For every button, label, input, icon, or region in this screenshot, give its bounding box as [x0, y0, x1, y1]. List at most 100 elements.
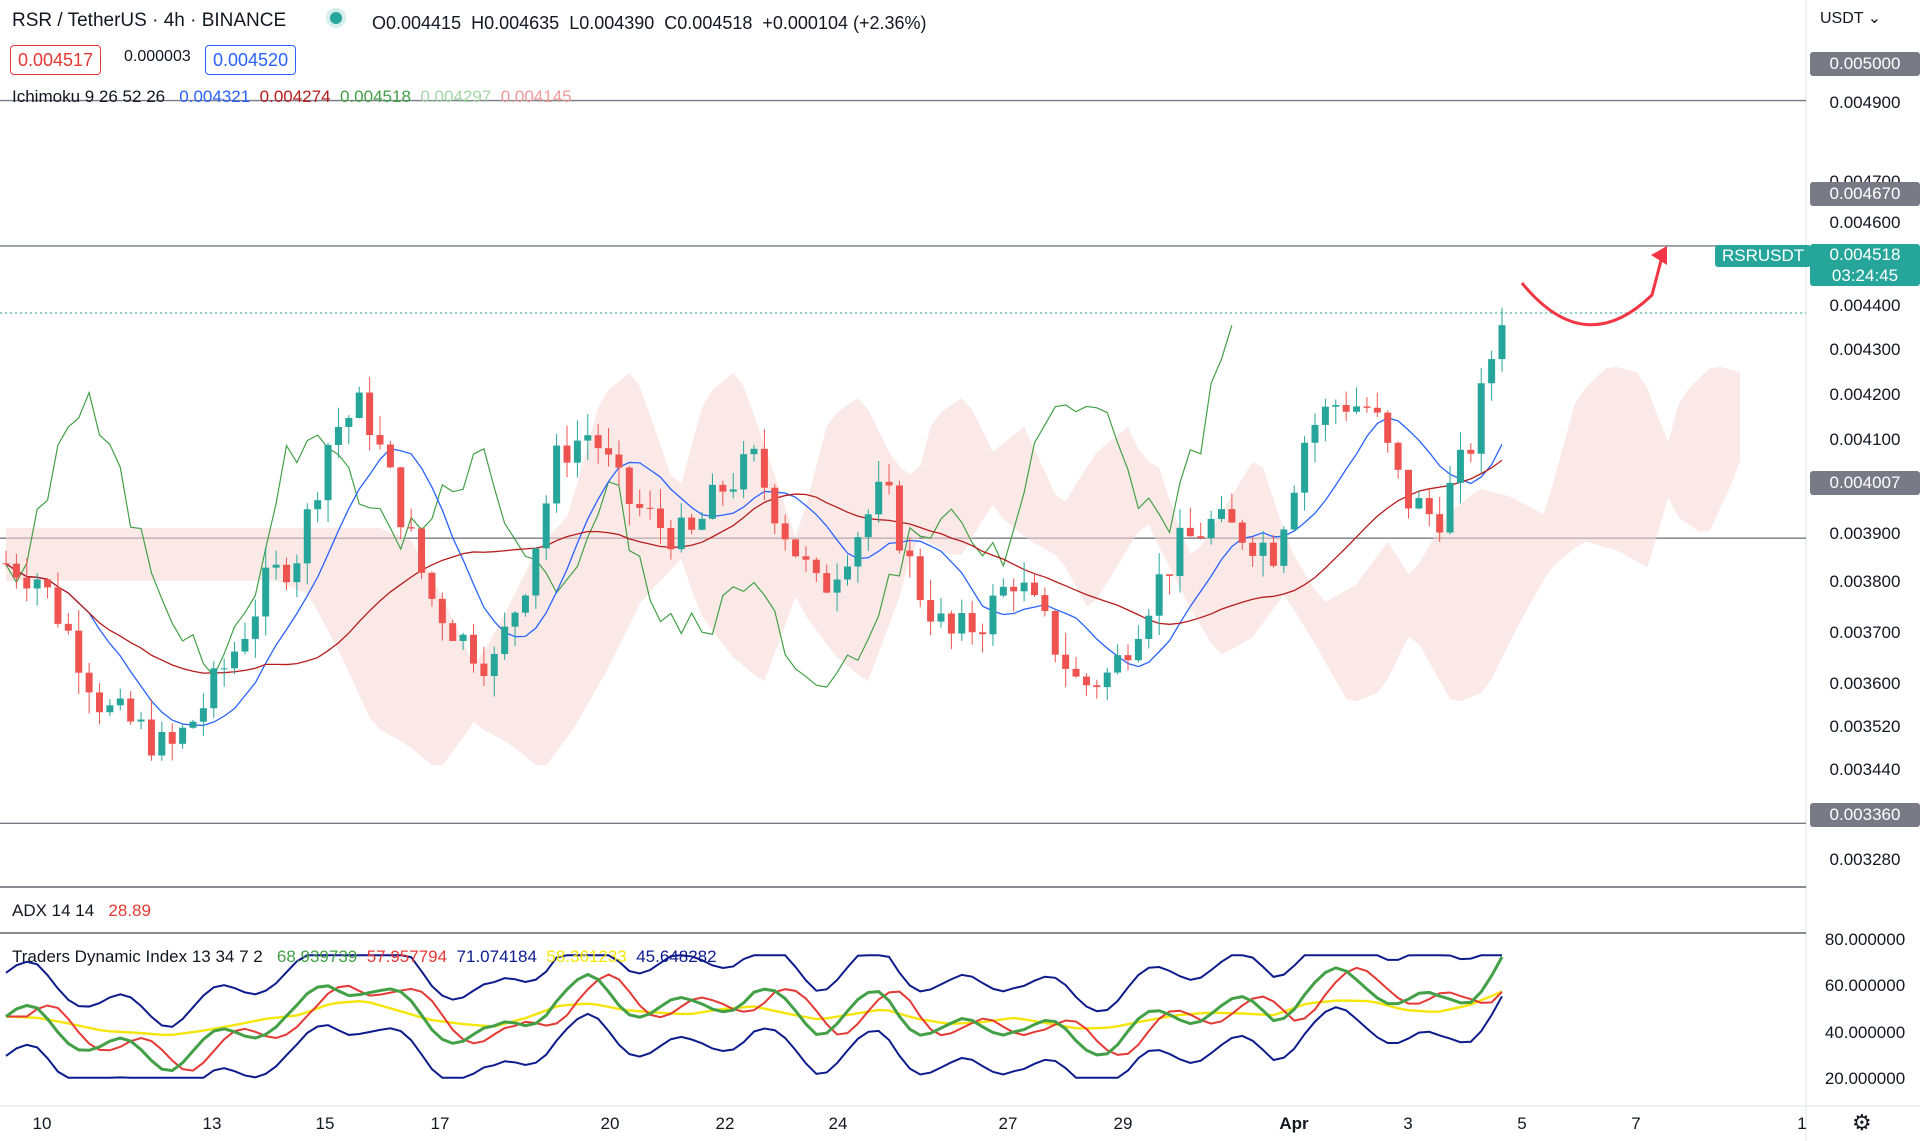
settings-gear-icon[interactable]: ⚙ — [1852, 1110, 1872, 1135]
level-tag[interactable]: 0.005000 — [1810, 52, 1920, 76]
time-label: 3 — [1403, 1114, 1413, 1133]
candle-body — [1041, 595, 1049, 612]
time-label: 24 — [828, 1114, 848, 1133]
candle-body — [864, 514, 872, 538]
time-label: Apr — [1279, 1114, 1309, 1133]
candle-body — [490, 653, 498, 677]
candle-body — [1134, 638, 1142, 661]
candle-body — [875, 481, 883, 515]
candle-body — [470, 634, 477, 664]
open-value: O0.004415 — [372, 13, 462, 33]
candle-body — [1301, 442, 1309, 493]
tdi-axis-label: 80.000000 — [1824, 930, 1906, 949]
candle-body — [719, 484, 727, 492]
time-label: 17 — [430, 1114, 450, 1133]
candle-body — [106, 705, 114, 713]
price-label: 0.004900 — [1829, 93, 1901, 112]
ichimoku-legend[interactable]: Ichimoku 9 26 52 26 0.004321 0.004274 0.… — [12, 87, 572, 107]
candle-body — [1145, 615, 1153, 639]
candle-body — [366, 392, 374, 436]
candle-body — [708, 484, 716, 519]
candle-body — [1124, 655, 1132, 661]
candle-body — [1062, 654, 1070, 669]
symbol-tag[interactable]: RSRUSDT — [1715, 245, 1812, 267]
candle-body — [937, 613, 945, 622]
candle-body — [781, 523, 789, 540]
candle-body — [1114, 655, 1122, 673]
close-value: C0.004518 — [664, 13, 753, 33]
candle-body — [1415, 498, 1423, 509]
candle-body — [158, 732, 166, 756]
candle-body — [1186, 527, 1194, 537]
candle-body — [85, 672, 93, 693]
candle-body — [1384, 412, 1392, 443]
currency-select[interactable]: USDT ⌄ — [1820, 8, 1881, 28]
candle-body — [355, 392, 363, 418]
candle-body — [760, 448, 768, 488]
time-label: 1 — [1797, 1114, 1807, 1133]
candle-body — [999, 586, 1007, 596]
price-label: 0.004400 — [1829, 296, 1901, 315]
candle-body — [480, 663, 488, 677]
candle-body — [1197, 536, 1205, 539]
tdi-signal: 57.957794 — [366, 947, 448, 966]
candle-body — [958, 613, 966, 634]
candle-body — [927, 600, 935, 622]
price-label: 0.003280 — [1829, 850, 1901, 869]
candle-body — [1373, 407, 1381, 413]
candle-body — [792, 539, 800, 557]
candle-body — [563, 445, 571, 463]
price-label: 0.003520 — [1829, 717, 1901, 736]
candle-body — [376, 435, 384, 445]
ask-price[interactable]: 0.004520 — [205, 45, 297, 75]
level-tag[interactable]: 0.004670 — [1810, 182, 1920, 206]
time-label: 10 — [32, 1114, 52, 1133]
candle-body — [1436, 514, 1444, 533]
adx-legend[interactable]: ADX 14 14 28.89 — [12, 901, 151, 921]
ichimoku-label: Ichimoku 9 26 52 26 — [12, 87, 166, 106]
candle-body — [1394, 442, 1402, 470]
candle-body — [885, 481, 893, 486]
low-value: L0.004390 — [569, 13, 655, 33]
candle-body — [189, 721, 197, 728]
candle-body — [1249, 542, 1257, 556]
tdi-legend[interactable]: Traders Dynamic Index 13 34 7 2 68.93973… — [12, 947, 717, 967]
candle-body — [844, 566, 851, 580]
candle-body — [677, 517, 685, 550]
tdi-middle-line — [5, 990, 1503, 1037]
candle-body — [1446, 482, 1454, 533]
price-label: 0.004100 — [1829, 430, 1901, 449]
tdi-axis-label: 40.000000 — [1824, 1023, 1906, 1042]
candle-body — [1259, 542, 1267, 556]
candle-body — [1456, 449, 1464, 483]
bid-price[interactable]: 0.004517 — [10, 45, 102, 75]
candle-body — [1311, 424, 1319, 443]
symbol-title[interactable]: RSR / TetherUS · 4h · BINANCE — [12, 10, 287, 31]
level-tag[interactable]: 0.003360 — [1810, 803, 1920, 827]
candle-body — [1488, 359, 1496, 384]
current-price-tag[interactable]: 0.004518 03:24:45 — [1810, 244, 1920, 286]
price-label: 0.003800 — [1829, 572, 1901, 591]
candle-body — [1072, 668, 1080, 677]
tdi-axis-label: 60.000000 — [1824, 976, 1906, 995]
level-tag[interactable]: 0.004007 — [1810, 471, 1920, 495]
candle-body — [210, 668, 218, 709]
tdi-upper-band — [5, 954, 1502, 1028]
candle-body — [334, 426, 342, 445]
time-label: 29 — [1113, 1114, 1133, 1133]
projection-arrowhead — [1651, 246, 1667, 265]
market-status-icon — [330, 12, 342, 24]
ichimoku-lead1: 0.004297 — [420, 87, 492, 106]
candle-body — [386, 444, 394, 468]
candle-body — [1342, 405, 1350, 412]
ichimoku-conversion-line — [5, 417, 1503, 727]
price-label: 0.003600 — [1829, 674, 1901, 693]
candle-body — [1228, 509, 1236, 523]
tdi-label: Traders Dynamic Index 13 34 7 2 — [12, 947, 263, 966]
candle-body — [324, 444, 332, 501]
adx-value: 28.89 — [108, 901, 151, 920]
candle-body — [147, 719, 155, 756]
ichimoku-cloud — [6, 276, 1740, 766]
time-label: 27 — [998, 1114, 1018, 1133]
